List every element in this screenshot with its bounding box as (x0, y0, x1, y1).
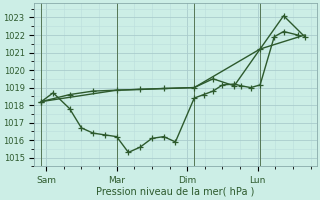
X-axis label: Pression niveau de la mer( hPa ): Pression niveau de la mer( hPa ) (96, 187, 255, 197)
